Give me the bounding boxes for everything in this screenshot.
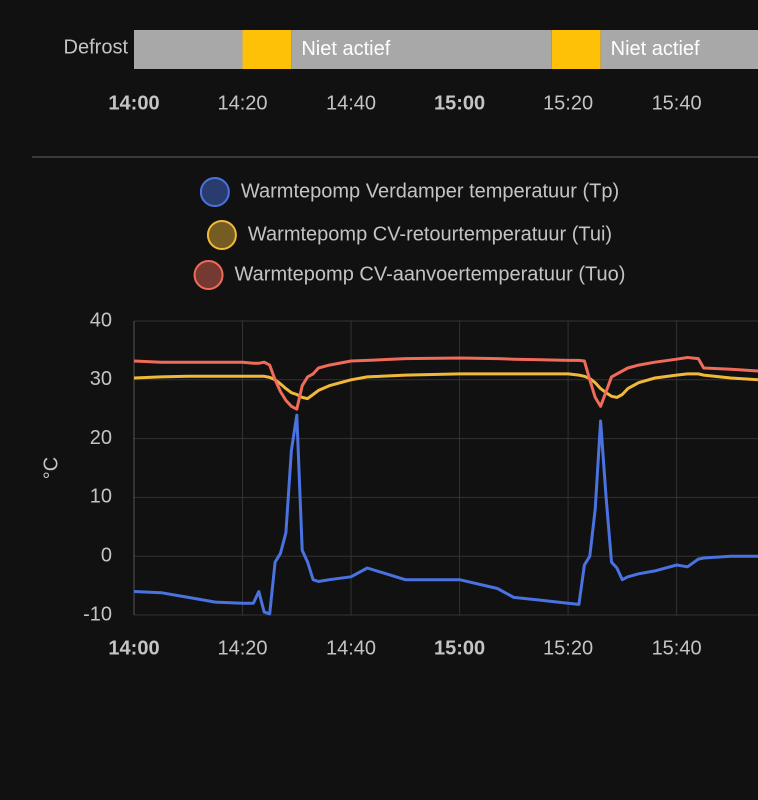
x-tick-label: 15:40 <box>652 92 702 114</box>
x-tick-label: 15:20 <box>543 637 593 659</box>
x-tick-label: 15:40 <box>652 637 702 659</box>
y-tick-label: 0 <box>101 544 112 566</box>
segment-state: Niet actief <box>611 38 700 60</box>
timeline-segment <box>600 30 758 69</box>
y-tick-label: 20 <box>90 427 112 449</box>
legend-marker <box>193 260 224 290</box>
y-axis-label: °C <box>40 457 62 479</box>
timeline-segment <box>291 30 552 69</box>
timeline-segment <box>551 30 601 69</box>
x-tick-label: 14:40 <box>326 92 376 114</box>
y-tick-label: -10 <box>83 603 112 625</box>
x-tick-label: 14:20 <box>217 92 267 114</box>
timeline-label: Defrost <box>64 36 129 58</box>
legend-marker <box>199 177 230 207</box>
timeline-segment <box>134 30 243 69</box>
legend-marker <box>206 220 237 250</box>
y-tick-label: 30 <box>90 368 112 390</box>
y-tick-label: 40 <box>90 309 112 331</box>
x-tick-label: 15:00 <box>434 637 485 659</box>
x-tick-label: 14:00 <box>108 92 159 114</box>
series-line <box>133 372 758 401</box>
series-line <box>133 356 758 411</box>
x-tick-label: 14:40 <box>326 637 376 659</box>
legend-label: Warmtepomp Verdamper temperatuur (Tp) <box>241 180 619 202</box>
x-tick-label: 14:20 <box>217 637 267 659</box>
segment-state: Niet actief <box>301 38 390 60</box>
series-line <box>133 413 758 616</box>
legend-label: Warmtepomp CV-retourtemperatuur (Tui) <box>248 223 612 245</box>
x-tick-label: 15:20 <box>543 92 593 114</box>
x-tick-label: 14:00 <box>108 637 159 659</box>
legend-label: Warmtepomp CV-aanvoertemperatuur (Tuo) <box>235 263 626 285</box>
y-tick-label: 10 <box>90 486 112 508</box>
x-tick-label: 15:00 <box>434 92 485 114</box>
timeline-segment <box>242 30 292 69</box>
